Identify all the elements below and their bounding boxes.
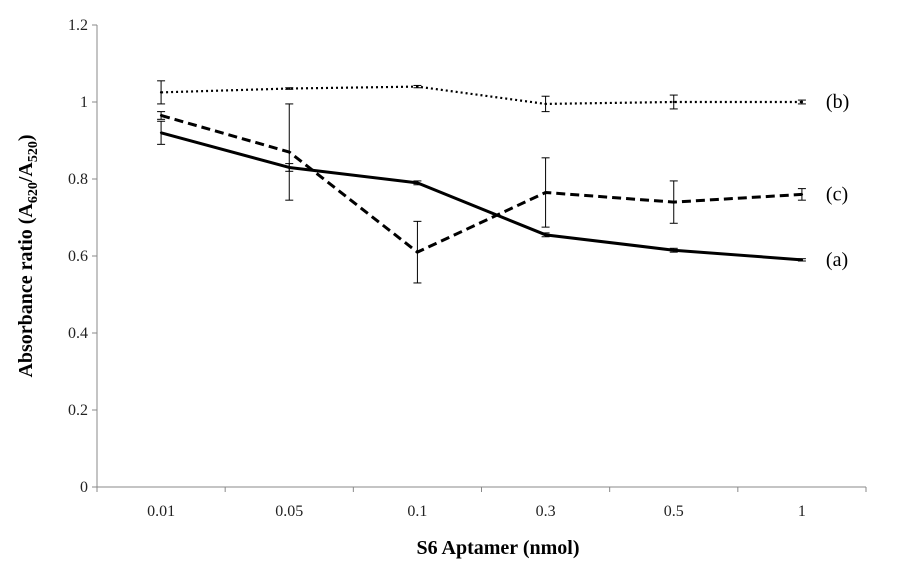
data-point [288, 150, 291, 154]
y-tick-label: 1.2 [68, 17, 88, 34]
y-tick-label: 0.2 [68, 402, 88, 419]
y-tick-label: 0.4 [68, 325, 88, 342]
data-point [544, 233, 547, 237]
y-axis-title-sub1: 620 [26, 182, 41, 203]
data-point [800, 258, 804, 262]
data-point [288, 87, 291, 90]
y-tick-label: 0.6 [68, 248, 88, 265]
series-line [160, 131, 803, 262]
data-point [159, 114, 163, 117]
data-point [672, 249, 675, 252]
series-label: (a) [826, 249, 848, 271]
data-point [544, 191, 547, 194]
y-axis-ticks: 0 0.2 0.4 0.6 0.8 1 1.2 [68, 17, 97, 496]
data-point [672, 200, 675, 204]
y-tick-label: 0.8 [68, 171, 88, 188]
x-tick-label: 0.3 [536, 503, 556, 520]
y-axis-title: Absorbance ratio (A620/A520) [15, 134, 41, 377]
series-b: (b) [157, 80, 849, 113]
y-axis-title-suffix: ) [15, 134, 37, 141]
y-tick-label: 0 [80, 479, 88, 496]
data-point [544, 102, 547, 106]
series-label: (c) [826, 183, 848, 205]
series-line [161, 85, 802, 106]
series-label: (b) [826, 91, 849, 113]
data-point [416, 181, 419, 185]
y-tick-label: 1 [80, 94, 88, 111]
x-tick-label: 0.01 [147, 503, 175, 520]
x-tick-label: 1 [798, 503, 806, 520]
x-tick-label: 0.5 [664, 503, 684, 520]
data-point [672, 100, 675, 104]
series-a: (a) [157, 120, 848, 271]
data-point [159, 91, 163, 94]
y-axis-title-prefix: Absorbance ratio (A [15, 203, 37, 378]
data-point [159, 131, 163, 134]
y-axis-title-mid: /A [15, 162, 37, 184]
data-point [416, 85, 419, 88]
data-point [800, 100, 804, 104]
y-axis-title-sub2: 520 [26, 141, 41, 162]
series-line [160, 114, 803, 254]
series-c: (c) [157, 103, 848, 284]
x-axis-ticks: 0.01 0.05 0.1 0.3 0.5 1 [96, 487, 867, 520]
data-point [800, 193, 804, 196]
x-tick-label: 0.1 [407, 503, 427, 520]
series-layer: (a) (b) (c) [157, 80, 849, 284]
x-tick-label: 0.05 [275, 503, 303, 520]
x-axis-title: S6 Aptamer (nmol) [417, 537, 580, 559]
data-point [416, 250, 419, 254]
